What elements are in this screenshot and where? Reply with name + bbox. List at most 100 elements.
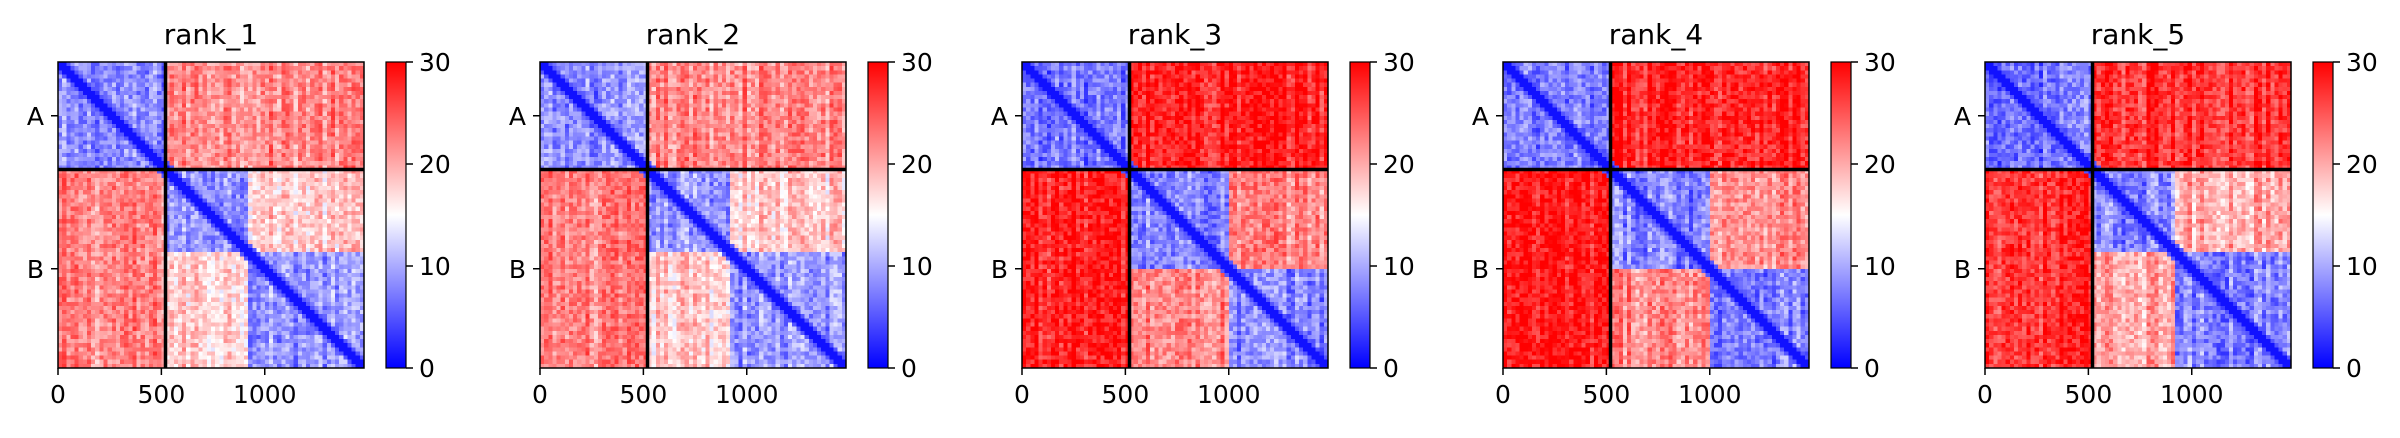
heat-cell xyxy=(302,277,307,282)
heat-cell xyxy=(207,310,212,315)
heat-cell xyxy=(207,132,212,137)
heat-cell xyxy=(211,339,216,344)
heat-cell xyxy=(91,227,96,232)
heat-cell xyxy=(137,70,142,75)
heat-cell xyxy=(294,128,299,133)
heat-cell xyxy=(265,120,270,125)
heat-cell xyxy=(314,95,319,100)
heat-cell xyxy=(223,318,228,323)
heat-cell xyxy=(347,207,352,212)
heat-cell xyxy=(335,281,340,286)
heat-cell xyxy=(79,260,84,265)
heat-cell xyxy=(244,190,249,195)
heat-cell xyxy=(120,194,125,199)
heat-cell xyxy=(261,103,266,108)
heat-cell xyxy=(319,70,324,75)
heat-cell xyxy=(211,203,216,208)
heat-cell xyxy=(232,335,237,340)
heat-cell xyxy=(290,260,295,265)
heat-cell xyxy=(302,281,307,286)
heat-cell xyxy=(256,285,261,290)
heat-cell xyxy=(298,99,303,104)
heat-cell xyxy=(273,211,278,216)
heat-cell xyxy=(310,244,315,249)
heat-cell xyxy=(66,83,71,88)
heat-cell xyxy=(310,79,315,84)
heat-cell xyxy=(79,244,84,249)
heat-cell xyxy=(95,149,100,154)
heat-cell xyxy=(331,157,336,162)
heat-cell xyxy=(248,207,253,212)
heat-cell xyxy=(269,252,274,257)
heat-cell xyxy=(261,99,266,104)
heat-cell xyxy=(182,157,187,162)
heat-cell xyxy=(132,186,137,191)
heat-cell xyxy=(273,99,278,104)
heat-cell xyxy=(153,211,158,216)
heat-cell xyxy=(215,174,220,179)
heat-cell xyxy=(128,339,133,344)
heat-cell xyxy=(116,157,121,162)
heat-cell xyxy=(269,298,274,303)
heat-cell xyxy=(273,331,278,336)
heat-cell xyxy=(302,289,307,294)
heat-cell xyxy=(323,240,328,245)
heat-cell xyxy=(310,289,315,294)
heat-cell xyxy=(153,116,158,121)
heat-cell xyxy=(285,66,290,71)
heat-cell xyxy=(178,149,183,154)
heat-cell xyxy=(157,153,162,158)
heat-cell xyxy=(116,79,121,84)
heat-cell xyxy=(240,294,245,299)
heat-cell xyxy=(252,285,257,290)
heat-cell xyxy=(70,285,75,290)
heat-cell xyxy=(108,116,113,121)
heat-cell xyxy=(256,252,261,257)
heat-cell xyxy=(124,219,129,224)
heat-cell xyxy=(174,112,179,117)
heat-cell xyxy=(248,294,253,299)
heat-cell xyxy=(145,244,150,249)
heat-cell xyxy=(294,83,299,88)
heat-cell xyxy=(314,331,319,336)
heat-cell xyxy=(228,310,233,315)
heat-cell xyxy=(335,190,340,195)
heat-cell xyxy=(108,83,113,88)
heat-cell xyxy=(310,141,315,146)
heat-cell xyxy=(343,112,348,117)
heat-cell xyxy=(298,277,303,282)
heat-cell xyxy=(294,70,299,75)
heat-cell xyxy=(199,219,204,224)
heat-cell xyxy=(256,248,261,253)
heat-cell xyxy=(66,227,71,232)
heat-cell xyxy=(302,232,307,237)
heat-cell xyxy=(116,273,121,278)
heat-cell xyxy=(112,124,117,129)
heat-cell xyxy=(273,219,278,224)
heat-cell xyxy=(285,116,290,121)
heat-cell xyxy=(294,273,299,278)
heat-cell xyxy=(319,178,324,183)
heat-cell xyxy=(319,87,324,92)
heat-cell xyxy=(199,149,204,154)
heat-cell xyxy=(103,236,108,241)
heat-cell xyxy=(343,207,348,212)
heat-cell xyxy=(327,215,332,220)
heat-cell xyxy=(194,132,199,137)
heat-cell xyxy=(99,285,104,290)
heat-cell xyxy=(141,132,146,137)
heat-cell xyxy=(356,240,361,245)
heat-cell xyxy=(137,112,142,117)
heat-cell xyxy=(128,260,133,265)
heat-cell xyxy=(91,198,96,203)
heat-cell xyxy=(174,335,179,340)
heat-cell xyxy=(232,265,237,270)
heat-cell xyxy=(223,211,228,216)
heat-cell xyxy=(236,79,241,84)
heat-cell xyxy=(174,294,179,299)
heat-cell xyxy=(95,277,100,282)
heat-cell xyxy=(265,207,270,212)
heat-cell xyxy=(62,232,67,237)
heat-cell xyxy=(223,120,228,125)
heat-cell xyxy=(141,269,146,274)
